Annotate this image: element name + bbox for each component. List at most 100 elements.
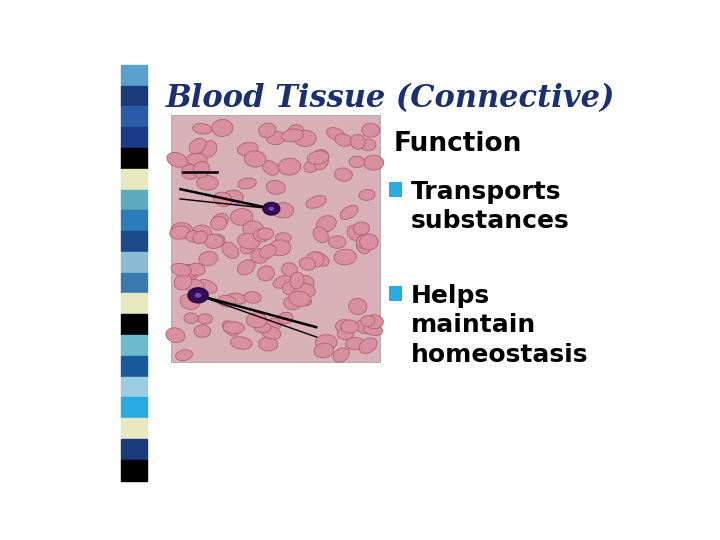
Ellipse shape [336,320,353,333]
Circle shape [188,288,208,303]
Ellipse shape [193,231,207,244]
Ellipse shape [222,190,243,205]
Ellipse shape [347,225,361,240]
Ellipse shape [246,313,267,328]
Circle shape [195,293,202,298]
Ellipse shape [356,320,373,334]
Ellipse shape [354,222,369,235]
Ellipse shape [189,138,206,154]
Ellipse shape [364,155,384,170]
Ellipse shape [263,160,279,175]
Ellipse shape [198,314,212,324]
Bar [95,65,96,481]
Ellipse shape [171,222,193,239]
Ellipse shape [251,248,269,264]
Ellipse shape [193,124,212,134]
Text: Transports
substances: Transports substances [411,180,570,233]
Bar [107,65,109,481]
Bar [90,65,91,481]
Ellipse shape [181,165,199,179]
Ellipse shape [300,258,315,270]
Ellipse shape [317,215,336,232]
Ellipse shape [275,233,291,244]
Bar [121,273,148,294]
Ellipse shape [176,350,192,361]
Ellipse shape [364,315,383,329]
Ellipse shape [292,293,312,306]
Ellipse shape [278,312,293,324]
Ellipse shape [244,292,261,303]
Ellipse shape [199,251,218,266]
Ellipse shape [258,228,274,240]
Ellipse shape [180,265,198,280]
Ellipse shape [192,225,212,241]
Bar [121,190,148,211]
Bar [104,65,105,481]
Ellipse shape [167,152,187,167]
Circle shape [263,202,279,215]
Ellipse shape [264,319,281,331]
Ellipse shape [217,295,235,307]
Ellipse shape [238,260,255,275]
Bar [102,65,104,481]
Ellipse shape [289,292,310,306]
Bar [121,335,148,356]
Ellipse shape [174,274,192,290]
Ellipse shape [197,176,218,190]
Ellipse shape [212,213,228,228]
Bar [99,65,100,481]
Ellipse shape [356,234,377,249]
Ellipse shape [243,221,264,238]
Circle shape [269,207,274,211]
Ellipse shape [290,272,304,289]
Ellipse shape [171,264,192,276]
Ellipse shape [180,294,200,309]
Bar [121,294,148,314]
Ellipse shape [228,293,246,304]
Ellipse shape [269,240,291,256]
Ellipse shape [282,263,297,276]
Ellipse shape [282,129,303,142]
Ellipse shape [240,242,253,254]
Ellipse shape [222,321,239,336]
Ellipse shape [266,180,285,194]
Ellipse shape [210,217,227,230]
Ellipse shape [294,283,315,298]
Bar [121,252,148,273]
Ellipse shape [361,316,374,326]
Ellipse shape [230,337,252,349]
Ellipse shape [254,323,271,333]
Ellipse shape [230,208,253,225]
Bar [109,65,110,481]
Bar [121,439,148,460]
Ellipse shape [182,265,197,278]
Ellipse shape [327,127,345,140]
Ellipse shape [359,338,377,353]
Ellipse shape [194,161,210,178]
Ellipse shape [258,266,274,281]
Ellipse shape [222,242,239,258]
Ellipse shape [186,280,204,293]
Ellipse shape [244,151,266,167]
Ellipse shape [361,123,379,137]
Ellipse shape [335,168,352,181]
Bar [121,106,148,127]
Ellipse shape [335,134,352,146]
Ellipse shape [348,299,367,314]
Ellipse shape [314,343,334,357]
Ellipse shape [202,140,217,157]
Bar [121,231,148,252]
Ellipse shape [184,313,198,323]
Ellipse shape [238,142,258,156]
Bar [121,148,148,168]
Ellipse shape [207,234,225,247]
Ellipse shape [238,233,260,249]
Bar [121,397,148,418]
Bar [121,65,148,85]
Ellipse shape [315,154,328,170]
Ellipse shape [266,131,285,145]
Ellipse shape [287,125,304,138]
Ellipse shape [364,324,382,335]
Ellipse shape [304,160,319,172]
Bar [100,65,102,481]
